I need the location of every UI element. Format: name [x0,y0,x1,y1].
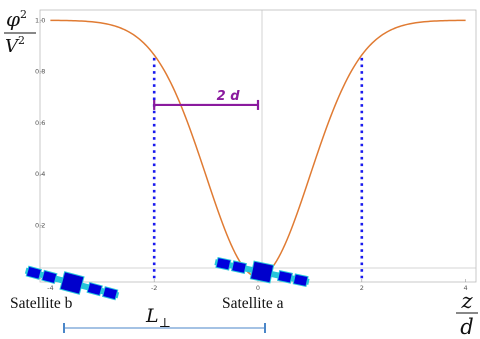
y-label-numerator-sup: 2 [20,8,27,21]
x-tick-label: 2 [360,284,364,292]
satellite-b-label: Satellite b [10,295,73,312]
svg-text:φ2: φ2 [6,7,27,31]
data-series-line [50,19,466,278]
distance-annotation: 2 d [153,89,260,110]
y-label-denominator: V [5,36,20,57]
y-label-numerator: φ [6,7,20,31]
x-tick-label: -4 [47,284,53,292]
x-tick-label: 0 [256,284,260,292]
x-tick-label: -2 [151,284,157,292]
y-label-denominator-sup: 2 [18,34,25,47]
plot-frame [39,9,477,283]
satellite-a-icon [214,256,310,288]
distance-label: 2 d [217,89,241,104]
x-label-denominator: d [460,315,473,339]
baseline-annotation: L⊥ [63,305,266,333]
x-axis-label: z d [456,289,478,339]
baseline-label-subscript: ⊥ [159,316,171,331]
satellite-b-icon [24,265,120,301]
vertical-lines [152,57,364,282]
x-label-numerator: z [460,289,473,313]
baseline-label-main: L [145,305,159,327]
baseline-label: L⊥ [145,305,171,331]
svg-text:V2: V2 [5,34,25,57]
y-axis-label: φ2 V2 [4,7,36,57]
x-tick-label: 4 [464,284,468,292]
satellite-a-label: Satellite a [222,295,284,312]
